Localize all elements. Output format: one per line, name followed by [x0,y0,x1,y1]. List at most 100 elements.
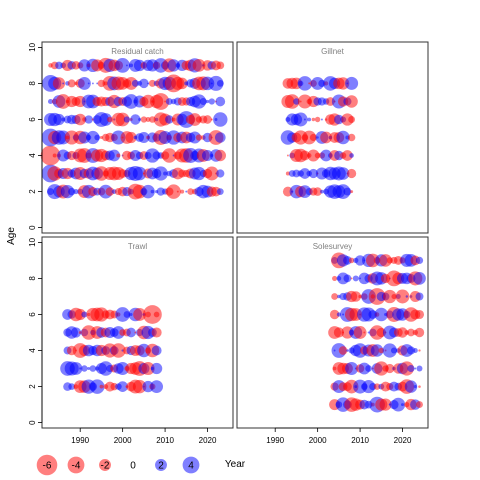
panel-title: Residual catch [111,47,163,56]
bubble [40,145,61,166]
bubble [332,275,338,281]
y-tick-label: 6 [28,117,37,122]
bubble [204,166,219,181]
y-tick-label: 2 [28,189,37,194]
y-tick-label: 10 [28,237,37,246]
bubble [214,132,226,143]
bubble [151,345,162,356]
bubble [303,118,306,121]
bubble [81,311,88,318]
bubble [374,307,389,322]
bubble [165,98,173,105]
x-tick-label: 2010 [351,436,369,445]
legend-label: -4 [72,461,81,472]
bubble [192,59,206,72]
bubble [320,131,333,144]
bubble [345,95,358,108]
bubble [151,327,162,338]
bubble [348,257,355,264]
bubble [320,149,332,162]
bubble [163,171,168,176]
bubble [164,100,167,103]
bubble [342,150,353,161]
bubble [99,113,113,126]
legend-label: -6 [43,461,52,472]
legend-bubble [182,456,200,474]
bubble [115,112,130,127]
bubble [346,349,349,352]
bubble [203,115,212,124]
y-tick-label: 2 [28,384,37,389]
bubble [116,361,130,376]
bubble [406,346,416,355]
bubble [370,344,384,357]
bubble [91,82,94,85]
bubble [116,153,121,158]
bubble [148,79,156,87]
bubble [99,384,104,389]
bubble [199,97,207,106]
bubble [214,149,227,162]
legend-bubble [36,454,58,476]
y-tick-label: 8 [28,81,37,86]
bubble [67,79,76,88]
x-tick-label: 2000 [114,436,132,445]
bubble [67,187,76,196]
bubble [336,312,341,317]
bubble [84,115,93,124]
x-tick-label: 1990 [266,436,284,445]
bubble [141,361,155,376]
bubble [89,365,97,372]
legend: -6 -4 -2 0 2 4 [36,454,200,476]
bubble [391,293,397,300]
bubble [391,397,406,412]
bubble [86,130,100,145]
bubble [150,189,155,194]
bubble [353,326,367,339]
bubble [314,116,321,123]
bubble [297,76,313,91]
bubble [208,98,215,105]
bubble [293,98,300,105]
bubble [407,364,415,373]
bubble [77,76,91,90]
bubble [307,149,320,162]
bubble [414,327,425,338]
bubble [74,308,86,321]
bubble [320,189,324,194]
legend-bubble [99,459,111,471]
bubble [73,189,79,195]
bubble [405,295,409,298]
y-tick-label: 4 [28,153,37,158]
bubble [188,113,202,126]
bubble [313,187,322,196]
panel-title: Trawl [128,242,147,251]
bubble [414,367,417,370]
bubble [311,117,316,122]
bubble [185,190,188,193]
bubble [373,383,381,390]
bubble [216,169,225,178]
bubble [365,253,380,268]
bubble [404,380,418,393]
bubble [191,94,207,109]
bubble [117,381,128,392]
bubble [108,149,121,162]
bubble [416,365,423,372]
bubble [125,131,137,144]
x-axis-label: Year [225,459,246,470]
bubble [115,58,130,73]
y-tick-label: 0 [28,225,37,230]
bubble [331,293,338,300]
bubble [390,347,398,354]
bubble [131,79,139,87]
bubble [395,289,410,304]
bubble [216,188,224,195]
bubble [69,362,83,375]
bubble [343,256,352,265]
bubble [415,256,424,265]
bubble [363,331,366,334]
bubble [52,153,57,158]
bubble [201,149,214,162]
